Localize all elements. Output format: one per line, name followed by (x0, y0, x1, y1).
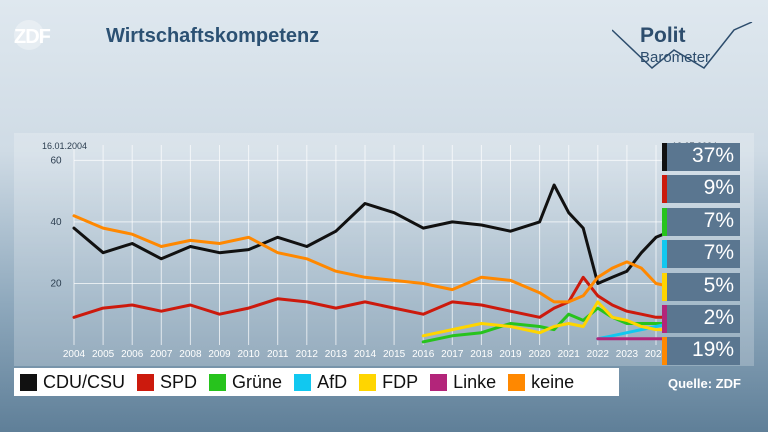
x-tick-label: 2022 (587, 349, 610, 360)
legend-item: SPD (137, 372, 197, 393)
legend-label: AfD (317, 371, 348, 392)
legend-item: Linke (430, 372, 496, 393)
x-tick-label: 2017 (441, 349, 464, 360)
legend-item: FDP (359, 372, 418, 393)
x-tick-label: 2008 (179, 349, 202, 360)
brand-line1: Polit (640, 24, 686, 47)
latest-badge: 5% (662, 272, 740, 301)
source-note: Quelle: ZDF (668, 376, 741, 391)
x-tick-label: 2010 (237, 349, 260, 360)
badge-value: 7% (703, 208, 734, 232)
latest-badge: 19% (662, 337, 740, 366)
legend-label: FDP (382, 371, 419, 392)
x-tick-label: 2006 (121, 349, 144, 360)
x-tick-label: 2024 (645, 349, 668, 360)
legend-item: keine (508, 372, 574, 393)
line-chart: 2004 2005 2006 2007 2008 2009 2010 2011 2012 2013… (14, 133, 754, 366)
x-tick-label: 2015 (383, 349, 406, 360)
legend-swatch (508, 373, 526, 391)
badge-color-bar (662, 143, 667, 171)
x-tick-label: 2021 (558, 349, 581, 360)
badge-color-bar (662, 240, 667, 269)
page-title: Wirtschaftskompetenz (106, 25, 320, 47)
legend-swatch (209, 373, 227, 391)
latest-badge: 7% (662, 240, 740, 269)
badge-color-bar (662, 304, 667, 333)
legend-item: Grüne (209, 372, 282, 393)
legend-swatch (294, 373, 312, 391)
x-tick-label: 2018 (470, 349, 493, 360)
legend-swatch (430, 373, 448, 391)
politbarometer-logo: Polit Barometer (612, 22, 760, 74)
legend-swatch (137, 373, 155, 391)
logo-text: ZDF (14, 26, 51, 48)
latest-badge: 9% (662, 175, 740, 204)
legend-item: AfD (294, 372, 347, 393)
y-tick-label: 60 (50, 155, 62, 166)
badge-value: 5% (703, 273, 734, 297)
x-tick-label: 2019 (499, 349, 522, 360)
series-line-spd (72, 275, 672, 319)
x-tick-label: 2004 (63, 349, 86, 360)
x-tick-label: 2007 (150, 349, 173, 360)
x-tick-label: 2005 (92, 349, 115, 360)
x-tick-label: 2012 (296, 349, 319, 360)
chart-panel: 2004 2005 2006 2007 2008 2009 2010 2011 2012 2013… (14, 133, 754, 366)
series-line-afd (596, 322, 672, 341)
chart-legend: CDU/CSU SPD Grüne AfD FDP Linke keine (14, 368, 619, 396)
chart-background (14, 133, 754, 366)
series-line-fdp (421, 300, 672, 338)
legend-swatch (359, 373, 377, 391)
zdf-logo: ZDF (14, 20, 78, 54)
series-line-keine (72, 214, 672, 304)
brand-zigzag-icon (612, 22, 753, 69)
x-tick-label: 2020 (528, 349, 551, 360)
badge-color-bar (662, 175, 667, 204)
x-tick-label: 2013 (325, 349, 348, 360)
x-tick-label: 2009 (208, 349, 231, 360)
date-start-label: 16.01.2004 (42, 141, 87, 151)
badge-color-bar (662, 337, 667, 366)
legend-label: CDU/CSU (43, 371, 126, 392)
brand-line2: Barometer (640, 49, 711, 66)
series-line-cdu-csu (72, 183, 672, 285)
x-tick-label: 2023 (616, 349, 639, 360)
legend-item: CDU/CSU (20, 372, 125, 393)
badge-color-bar (662, 207, 667, 236)
series-line-gr-ne (421, 306, 672, 344)
latest-badge: 37% (662, 143, 740, 171)
badge-value: 9% (703, 176, 734, 200)
x-tick-label: 2014 (354, 349, 377, 360)
badge-value: 2% (703, 305, 734, 329)
y-tick-label: 20 (50, 278, 62, 289)
legend-label: keine (531, 371, 575, 392)
latest-badge: 2% (662, 304, 740, 333)
logo-circle-icon (14, 20, 44, 50)
badge-value: 7% (703, 241, 734, 265)
badge-value: 19% (691, 338, 734, 362)
x-tick-label: 2011 (267, 349, 289, 360)
legend-label: Grüne (232, 371, 283, 392)
badge-value: 37% (691, 144, 734, 167)
legend-swatch (20, 373, 37, 391)
legend-label: SPD (160, 371, 198, 392)
x-tick-label: 2016 (412, 349, 435, 360)
latest-values: 37% 9% 7% 7% 5% 2% 19% (662, 143, 740, 370)
y-tick-label: 40 (50, 217, 62, 228)
badge-color-bar (662, 272, 667, 301)
latest-badge: 7% (662, 207, 740, 236)
legend-label: Linke (453, 371, 497, 392)
